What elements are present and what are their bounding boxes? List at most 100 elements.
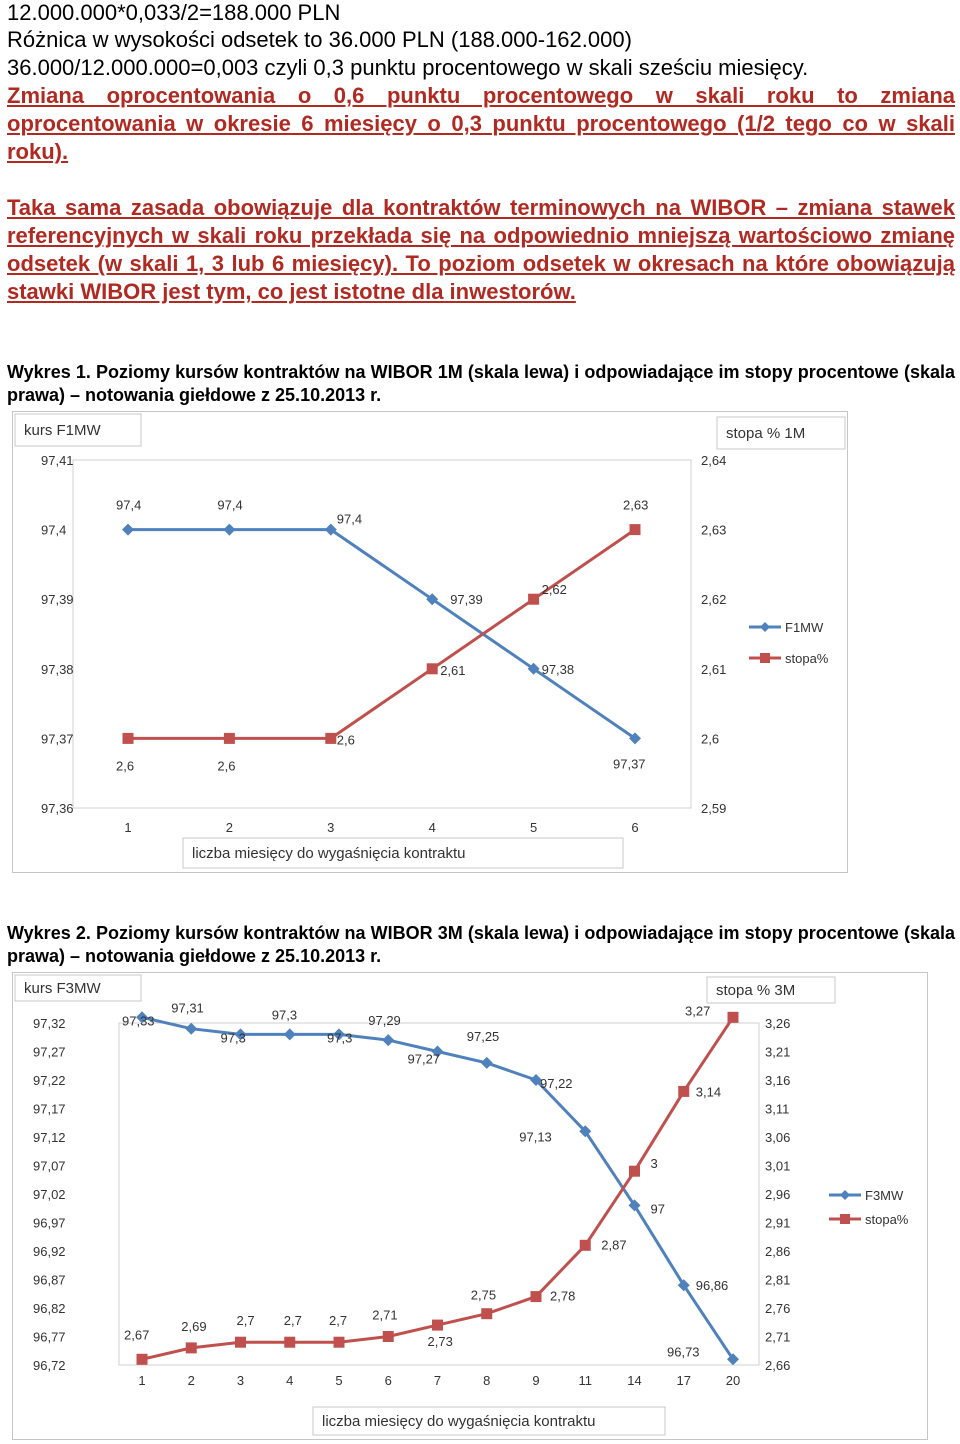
data-label: 3,14 bbox=[696, 1084, 721, 1099]
data-label: 2,6 bbox=[116, 758, 134, 773]
right-tick-label: 3,16 bbox=[765, 1073, 790, 1088]
x-tick-label: 3 bbox=[327, 820, 334, 835]
series-point-F3MW bbox=[530, 1074, 542, 1086]
x-tick-label: 6 bbox=[385, 1373, 392, 1388]
data-label: 97,4 bbox=[337, 512, 362, 527]
series-point-F3MW bbox=[579, 1125, 592, 1138]
data-label: 96,73 bbox=[667, 1344, 700, 1359]
data-label: 97,4 bbox=[217, 498, 242, 513]
series-point-F3MW bbox=[431, 1045, 444, 1058]
x-tick-label: 4 bbox=[429, 820, 436, 835]
series-point-F3MW bbox=[136, 1011, 148, 1024]
x-axis-title-box bbox=[182, 837, 624, 869]
data-label: 2,63 bbox=[623, 498, 648, 513]
data-label: 2,73 bbox=[428, 1334, 453, 1349]
left-tick-label: 97,4 bbox=[41, 523, 66, 538]
series-point-stopa% bbox=[432, 1319, 443, 1331]
series-point-stopa% bbox=[629, 1165, 640, 1177]
series-point-F3MW bbox=[677, 1279, 690, 1292]
right-tick-label: 3,26 bbox=[765, 1016, 790, 1031]
right-tick-label: 2,66 bbox=[765, 1358, 790, 1373]
data-label: 2,7 bbox=[237, 1313, 255, 1328]
chart-1-caption: Wykres 1. Poziomy kursów kontraktów na W… bbox=[7, 362, 955, 405]
legend-marker bbox=[840, 1214, 850, 1224]
data-label: 97,3 bbox=[272, 1007, 297, 1022]
calc-line-2: Różnica w wysokości odsetek to 36.000 PL… bbox=[7, 27, 632, 52]
x-tick-label: 1 bbox=[138, 1373, 145, 1388]
series-point-stopa% bbox=[122, 732, 134, 744]
right-tick-label: 3,21 bbox=[765, 1045, 790, 1060]
chart-1-plot: kurs F1MW stopa % 1M liczba miesięcy do wy… bbox=[14, 413, 846, 869]
x-tick-label: 4 bbox=[286, 1373, 293, 1388]
left-tick-label: 96,87 bbox=[33, 1273, 66, 1288]
data-label: 2,62 bbox=[542, 582, 567, 597]
right-tick-label: 2,76 bbox=[765, 1301, 790, 1316]
data-label: 97,31 bbox=[171, 1001, 204, 1016]
x-tick-label: 5 bbox=[335, 1373, 342, 1388]
left-tick-label: 96,77 bbox=[33, 1330, 66, 1345]
series-point-F3MW bbox=[234, 1028, 247, 1041]
x-tick-label: 2 bbox=[188, 1373, 195, 1388]
data-label: 2,6 bbox=[217, 758, 235, 773]
series-line-F1MW bbox=[128, 528, 636, 740]
data-label: 2,75 bbox=[471, 1288, 496, 1303]
series-point-F3MW bbox=[480, 1056, 493, 1069]
x-tick-label: 8 bbox=[483, 1373, 490, 1388]
x-tick-label: 7 bbox=[434, 1373, 441, 1388]
right-tick-label: 2,91 bbox=[765, 1216, 790, 1231]
right-tick-label: 3,06 bbox=[765, 1130, 790, 1145]
data-label: 2,6 bbox=[337, 732, 355, 747]
left-axis-title: kurs F3MW bbox=[24, 980, 102, 997]
left-tick-label: 97,12 bbox=[33, 1130, 66, 1145]
series-point-F3MW bbox=[185, 1022, 198, 1035]
left-tick-label: 97,27 bbox=[33, 1045, 66, 1060]
right-axis-title: stopa % 1M bbox=[726, 425, 805, 442]
x-axis-title-box bbox=[312, 1406, 666, 1436]
x-tick-label: 20 bbox=[726, 1373, 740, 1388]
x-tick-label: 1 bbox=[124, 820, 131, 835]
right-axis-title-box bbox=[716, 416, 846, 450]
left-tick-label: 96,72 bbox=[33, 1358, 66, 1373]
data-label: 97,13 bbox=[519, 1129, 552, 1144]
legend-label: F3MW bbox=[865, 1188, 904, 1203]
series-point-stopa% bbox=[530, 1291, 542, 1303]
chart-2-plot: kurs F3MW stopa % 3M liczba miesięcy do wy… bbox=[14, 974, 909, 1436]
legend-marker bbox=[760, 622, 770, 632]
left-axis-title-box bbox=[14, 413, 142, 447]
series-point-F1MW bbox=[122, 523, 134, 536]
left-axis-title-box bbox=[14, 974, 142, 1002]
series-point-stopa% bbox=[284, 1336, 296, 1348]
data-label: 2,7 bbox=[284, 1313, 302, 1328]
paragraph-wibor-rule: Taka sama zasada obowiązuje dla kontrakt… bbox=[7, 195, 955, 304]
data-label: 97,22 bbox=[540, 1076, 573, 1091]
data-label: 97,33 bbox=[122, 1013, 155, 1028]
series-point-F3MW bbox=[333, 1028, 345, 1041]
series-point-F1MW bbox=[527, 662, 540, 675]
data-label: 3 bbox=[651, 1156, 658, 1171]
series-point-stopa% bbox=[727, 1011, 739, 1023]
right-axis-title: stopa % 3M bbox=[716, 982, 795, 999]
data-label: 97,3 bbox=[327, 1030, 352, 1045]
data-label: 2,67 bbox=[124, 1327, 149, 1342]
right-tick-label: 2,59 bbox=[701, 801, 726, 816]
series-point-F3MW bbox=[628, 1199, 641, 1212]
series-point-F1MW bbox=[426, 593, 439, 606]
left-tick-label: 97,41 bbox=[41, 453, 74, 468]
data-label: 2,7 bbox=[329, 1313, 347, 1328]
data-label: 2,61 bbox=[440, 663, 465, 678]
right-tick-label: 2,96 bbox=[765, 1187, 790, 1202]
chart-2-caption: Wykres 2. Poziomy kursów kontraktów na W… bbox=[7, 923, 955, 966]
data-label: 97,4 bbox=[116, 498, 141, 513]
data-label: 2,78 bbox=[550, 1289, 575, 1304]
x-tick-label: 17 bbox=[677, 1373, 691, 1388]
series-point-F3MW bbox=[283, 1028, 296, 1041]
right-tick-label: 2,64 bbox=[701, 453, 726, 468]
right-tick-label: 2,6 bbox=[701, 731, 719, 746]
right-tick-label: 2,86 bbox=[765, 1244, 790, 1259]
series-point-stopa% bbox=[579, 1239, 591, 1251]
plot-area bbox=[118, 1022, 760, 1366]
data-label: 97,25 bbox=[467, 1029, 500, 1044]
series-point-stopa% bbox=[325, 732, 337, 744]
series-point-stopa% bbox=[185, 1342, 197, 1354]
data-label: 97,3 bbox=[221, 1030, 246, 1045]
